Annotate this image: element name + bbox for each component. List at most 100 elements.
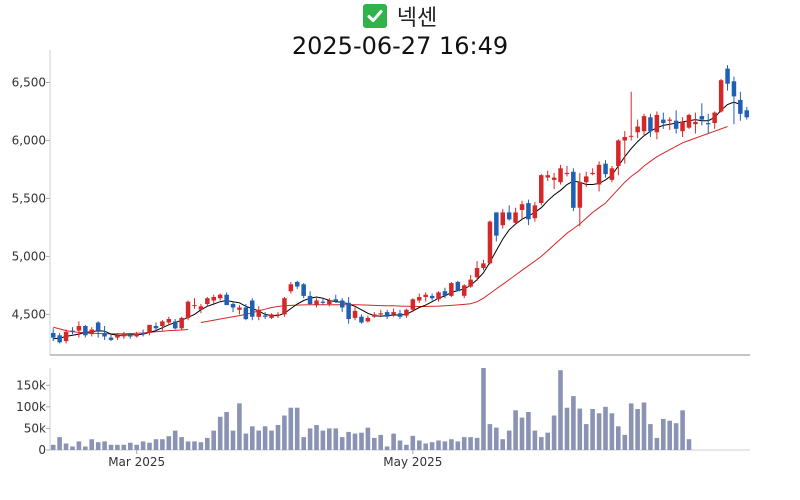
volume-bar [211,430,216,450]
volume-bar [327,428,332,450]
volume-bar [108,444,114,450]
price-tick-label: 5,000 [12,249,46,263]
volume-bar [333,428,339,450]
candle-body [462,285,467,296]
candle-body [63,331,69,342]
candle-body [513,212,518,223]
candle-body [282,298,287,315]
candle-body [372,314,377,317]
volume-bar [76,441,82,450]
candle-body [738,99,743,114]
volume-bar [294,407,300,450]
volume-bar [250,426,255,450]
candle-body [436,292,441,300]
volume-bar [628,403,634,450]
candle-body [474,268,480,278]
volume-bar [166,436,172,450]
volume-bar [50,444,56,450]
candle-body [404,309,409,316]
volume-bar [282,415,287,450]
candle-body [108,337,114,340]
candle-body [584,176,589,183]
volume-bar [417,440,422,450]
volume-bar [590,409,595,450]
ma-short-line [53,101,741,340]
volume-bar [429,442,435,450]
chart-datetime: 2025-06-27 16:49 [291,32,509,60]
candle-body [256,309,261,317]
volume-bar [474,437,480,450]
volume-bar [667,420,672,450]
candle-body [397,313,403,317]
candle-body [500,212,505,226]
volume-bar [661,418,666,450]
candle-body [237,307,242,310]
ma-short-segment [53,101,741,340]
volume-bar [564,407,570,450]
volume-bar [583,424,589,450]
candle-body [95,322,101,332]
candle-body [487,221,493,264]
ma-long-segment [53,326,189,335]
volume-bar [128,442,133,450]
candle-body [648,117,653,132]
volume-bar [217,416,223,450]
candle-body [494,212,499,236]
volume-bar [487,424,493,450]
volume-bar [391,433,396,450]
volume-tick-label: 0 [38,443,46,457]
candle-body [718,80,724,112]
check-mark-icon [362,4,387,28]
candle-body [706,123,711,125]
candle-body [211,297,216,301]
candle-body [70,330,75,332]
volume-bar [346,431,351,450]
ma-long-segment [200,126,728,323]
volume-tick-label: 150k [16,378,46,392]
candle-body [417,297,422,301]
volume-bar [461,437,467,450]
volume-bar [397,440,403,450]
candle-body [545,175,550,178]
candle-body [654,114,660,133]
candle-body [115,335,120,338]
candle-body [224,294,229,306]
candle-body [140,333,146,335]
candle-body [185,301,191,318]
volume-bar [115,444,120,450]
volume-bar [577,408,583,450]
candle-body [179,317,184,329]
volume-bar [275,425,281,450]
volume-bar [70,446,75,450]
volume-bar [571,396,576,450]
volume-bar [102,441,107,450]
candle-body [320,301,326,303]
candle-body [673,120,679,129]
volume-bar [153,439,159,450]
candle-body [423,294,428,297]
candle-body [346,302,351,319]
volume-bar [185,441,191,450]
candle-body [192,305,197,307]
price-tick-label: 6,000 [12,133,46,147]
candle-body [301,284,306,296]
volume-bar [314,425,319,450]
candle-body [83,326,88,336]
volume-tick-label: 100k [16,400,46,414]
volume-bar [301,437,306,450]
volume-bar [243,433,249,450]
candle-body [57,335,62,343]
candle-body [680,121,685,132]
candle-body [307,295,313,304]
candle-body [532,205,538,219]
candle-body [641,116,647,132]
volume-bar [673,423,679,450]
volume-bar [686,439,692,450]
volume-bar [455,441,461,450]
candle-body [288,284,294,292]
chart-title: 넥센 [0,0,800,32]
volume-bar [616,426,621,450]
candle-body [243,307,249,320]
price-axis: 4,500 5,000 5,500 6,000 6,500 [12,75,50,321]
candle-body [539,175,544,203]
